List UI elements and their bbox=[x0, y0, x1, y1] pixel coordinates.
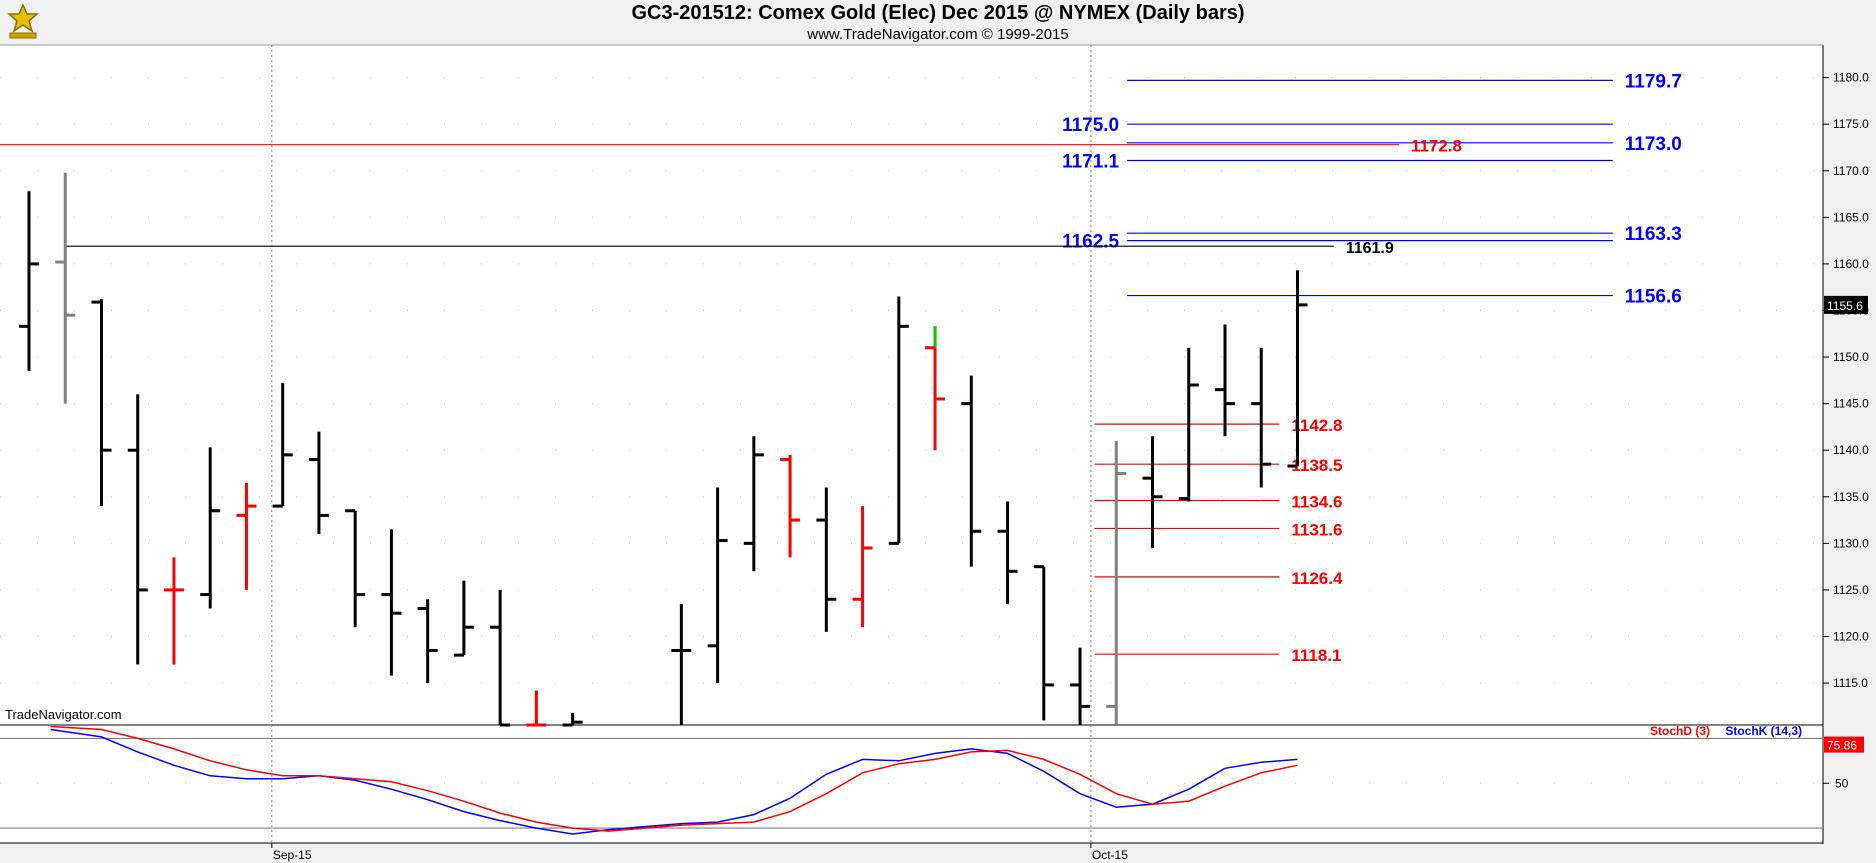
ohlc-bar bbox=[1070, 647, 1091, 725]
stoch-axis-tick-label: 50 bbox=[1835, 776, 1849, 790]
stoch-series-StochK bbox=[50, 728, 1298, 835]
ohlc-bar bbox=[997, 501, 1018, 604]
stoch-current-marker bbox=[1824, 736, 1864, 753]
ohlc-bar bbox=[163, 557, 184, 665]
ohlc-bar bbox=[91, 299, 112, 507]
ohlc-bar bbox=[816, 487, 837, 632]
ohlc-bar bbox=[345, 509, 366, 628]
ohlc-bar bbox=[1033, 565, 1054, 721]
stoch-current-label: 75.86 bbox=[1827, 739, 1857, 753]
y-axis-tick-label: 1145.0 bbox=[1833, 397, 1869, 411]
y-axis-tick-label: 1180.0 bbox=[1833, 71, 1869, 85]
ohlc-bar bbox=[236, 482, 257, 590]
watermark-label: TradeNavigator.com bbox=[5, 707, 122, 722]
ohlc-bar bbox=[200, 447, 221, 609]
y-axis-tick-label: 1130.0 bbox=[1833, 536, 1869, 550]
ohlc-bar bbox=[743, 436, 764, 572]
level-label-1134.6: 1134.6 bbox=[1291, 493, 1342, 512]
y-axis-tick-label: 1165.0 bbox=[1833, 210, 1869, 224]
current-price-label: 1155.6 bbox=[1827, 299, 1863, 313]
ohlc-bar bbox=[1214, 324, 1235, 437]
level-label-1138.5: 1138.5 bbox=[1291, 456, 1342, 475]
ohlc-bar bbox=[1287, 270, 1308, 468]
level-label-1175.0: 1175.0 bbox=[1062, 115, 1119, 136]
ohlc-bar bbox=[888, 296, 909, 545]
ohlc-bar bbox=[925, 326, 946, 451]
chart-title: GC3-201512: Comex Gold (Elec) Dec 2015 @… bbox=[631, 2, 1245, 24]
level-label-1118.1: 1118.1 bbox=[1291, 646, 1341, 665]
level-label-1156.6: 1156.6 bbox=[1625, 287, 1682, 308]
level-label-1162.5: 1162.5 bbox=[1062, 232, 1119, 253]
ohlc-bar bbox=[526, 690, 547, 727]
ohlc-bar bbox=[562, 712, 583, 727]
ohlc-bar bbox=[381, 529, 402, 676]
ohlc-bar bbox=[1178, 347, 1199, 502]
ohlc-bar bbox=[707, 487, 728, 684]
x-axis-tick-label: Sep-15 bbox=[273, 848, 312, 862]
y-axis-tick-label: 1120.0 bbox=[1833, 630, 1869, 644]
legend-stoch-k: StochK (14,3) bbox=[1725, 724, 1802, 738]
level-label-1131.6: 1131.6 bbox=[1291, 520, 1342, 539]
y-axis-tick-label: 1125.0 bbox=[1833, 583, 1869, 597]
ohlc-bar bbox=[18, 191, 39, 372]
level-label-1126.4: 1126.4 bbox=[1291, 569, 1343, 588]
ohlc-bar bbox=[417, 599, 438, 684]
x-axis-tick-label: Oct-15 bbox=[1092, 848, 1128, 862]
ohlc-bar bbox=[1106, 440, 1127, 725]
stoch-series-StochD bbox=[50, 726, 1298, 832]
y-axis-tick-label: 1160.0 bbox=[1833, 257, 1869, 271]
y-axis-tick-label: 1140.0 bbox=[1833, 443, 1869, 457]
ohlc-bar bbox=[780, 454, 801, 558]
ohlc-bar bbox=[961, 375, 982, 567]
ohlc-bar bbox=[852, 506, 873, 628]
y-axis-tick-label: 1115.0 bbox=[1833, 676, 1868, 690]
level-label-1171.1: 1171.1 bbox=[1062, 152, 1119, 173]
ohlc-bar bbox=[671, 603, 692, 725]
ohlc-bar bbox=[272, 383, 293, 508]
trade-navigator-logo bbox=[7, 3, 39, 39]
ohlc-bar bbox=[490, 589, 511, 727]
level-label-1179.7: 1179.7 bbox=[1625, 71, 1682, 92]
ohlc-bar bbox=[1142, 436, 1163, 549]
y-axis-tick-label: 1135.0 bbox=[1833, 490, 1869, 504]
level-label-1142.8: 1142.8 bbox=[1291, 416, 1342, 435]
price-panel-background bbox=[0, 45, 1823, 725]
y-axis-tick-label: 1150.0 bbox=[1833, 350, 1869, 364]
chart-subtitle: www.TradeNavigator.com © 1999-2015 bbox=[807, 26, 1069, 43]
ohlc-bar bbox=[55, 172, 76, 404]
current-price-marker bbox=[1824, 295, 1868, 314]
level-label-1161.9: 1161.9 bbox=[1346, 240, 1394, 257]
ohlc-bar bbox=[308, 431, 329, 535]
y-axis-tick-label: 1175.0 bbox=[1833, 117, 1869, 131]
y-axis-tick-label: 1170.0 bbox=[1833, 164, 1869, 178]
level-label-1163.3: 1163.3 bbox=[1625, 224, 1682, 245]
level-label-1173.0: 1173.0 bbox=[1625, 134, 1682, 155]
legend-stoch-d: StochD (3) bbox=[1650, 724, 1710, 738]
stoch-panel-background bbox=[0, 725, 1823, 843]
level-label-1172.8: 1172.8 bbox=[1411, 137, 1462, 156]
ohlc-bar bbox=[453, 580, 474, 657]
ohlc-bar bbox=[1251, 347, 1272, 488]
ohlc-bar bbox=[127, 394, 148, 665]
